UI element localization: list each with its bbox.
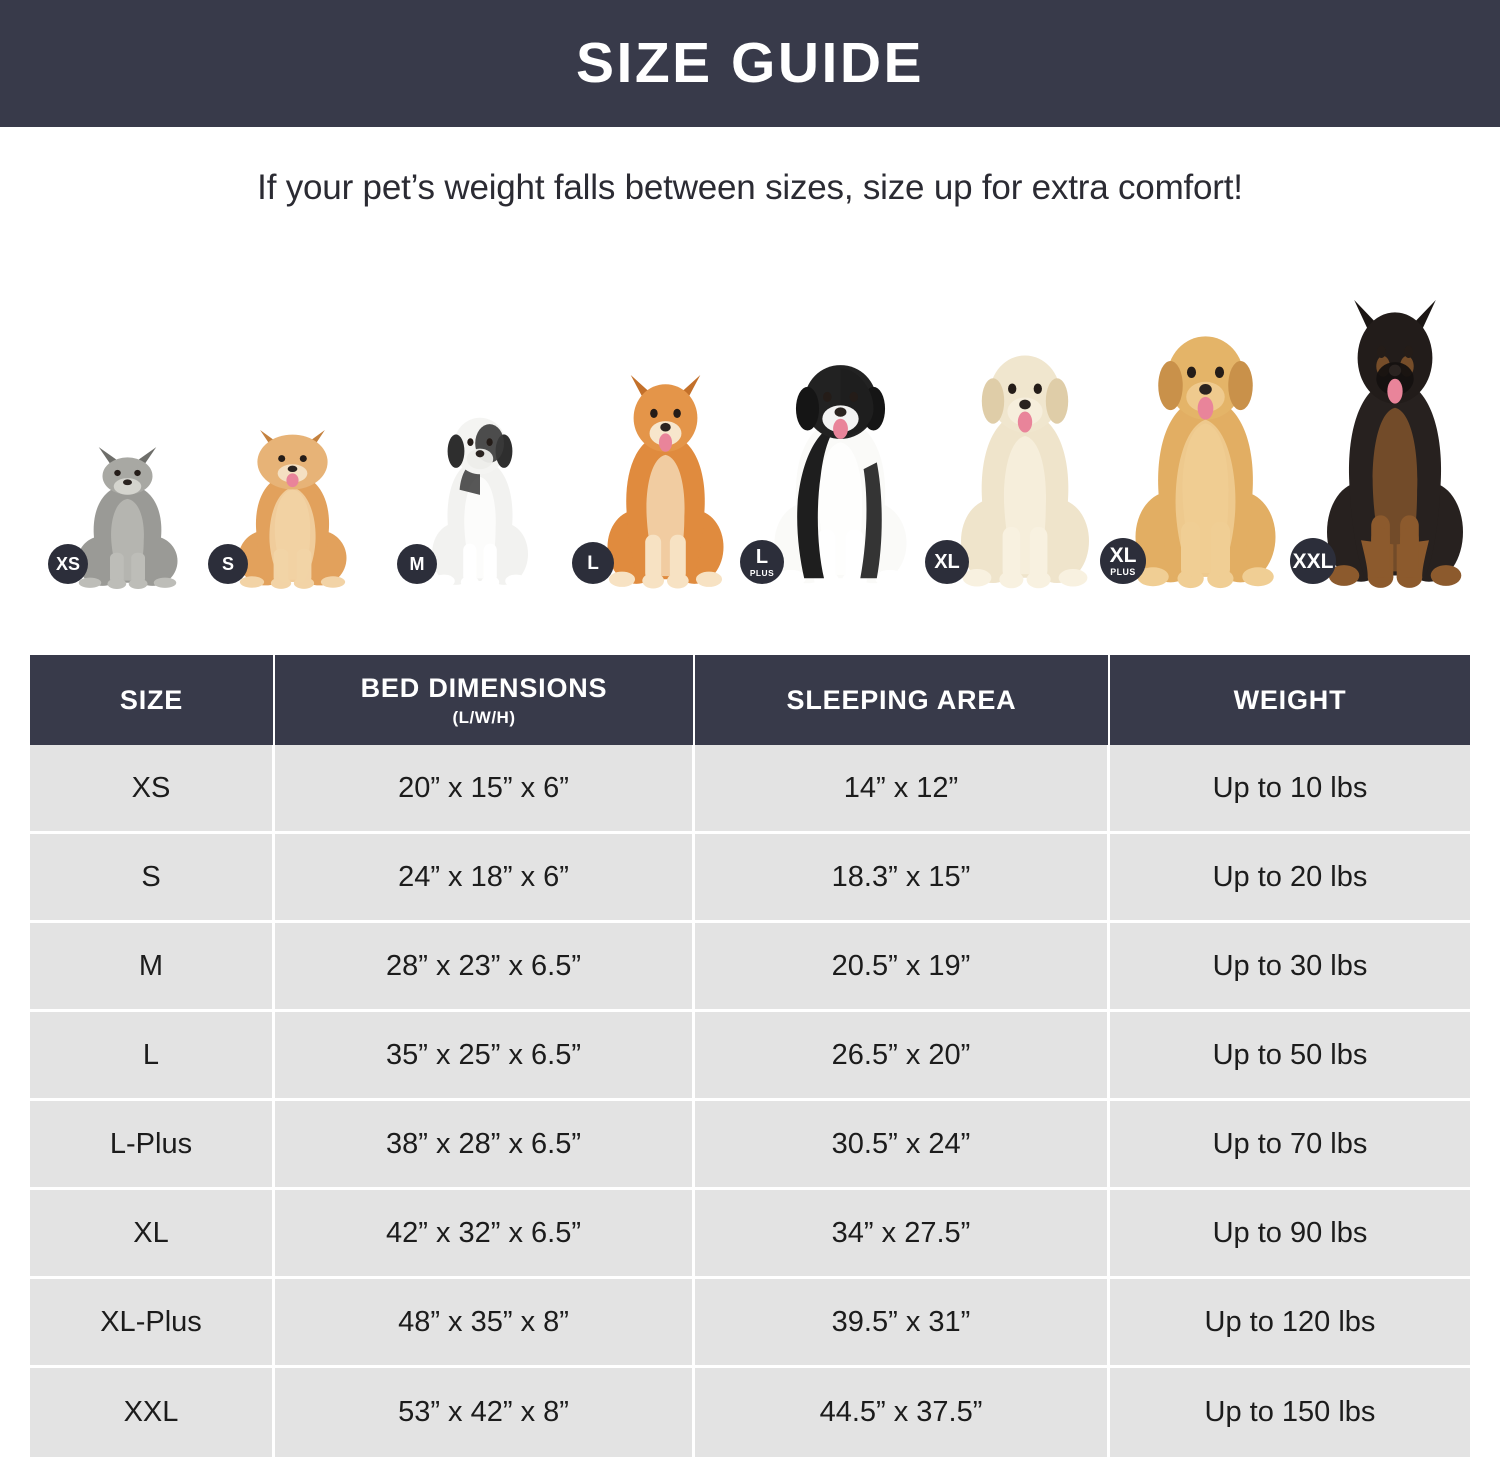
- size-badge-xs: XS: [48, 544, 88, 584]
- table-row: XS 20” x 15” x 6” 14” x 12” Up to 10 lbs: [30, 745, 1470, 834]
- subtitle-text: If your pet’s weight falls between sizes…: [257, 168, 1243, 207]
- size-badge-label: L: [587, 552, 599, 574]
- size-cell: M: [30, 923, 275, 1012]
- header-banner: SIZE GUIDE: [0, 0, 1500, 127]
- column-header-sleeping-area-label: SLEEPING AREA: [786, 684, 1017, 715]
- bed-dimensions-cell: 35” x 25” x 6.5”: [275, 1012, 695, 1101]
- table-header-row: SIZE BED DIMENSIONS (L/W/H) SLEEPING ARE…: [30, 655, 1470, 745]
- size-badge-xl: XL: [925, 540, 969, 584]
- weight-cell: Up to 120 lbs: [1110, 1279, 1470, 1368]
- table-row: L-Plus 38” x 28” x 6.5” 30.5” x 24” Up to 7…: [30, 1101, 1470, 1190]
- size-cell: S: [30, 834, 275, 923]
- size-badge-xxl: XXL: [1290, 538, 1336, 584]
- pomeranian-illustration: [225, 430, 360, 590]
- weight-cell: Up to 70 lbs: [1110, 1101, 1470, 1190]
- sleeping-area-cell: 34” x 27.5”: [695, 1190, 1110, 1279]
- sleeping-area-cell: 39.5” x 31”: [695, 1279, 1110, 1368]
- size-cell: XL-Plus: [30, 1279, 275, 1368]
- animal-slot-xs: XS: [40, 445, 215, 590]
- size-cell: XXL: [30, 1368, 275, 1457]
- bed-dimensions-cell: 42” x 32” x 6.5”: [275, 1190, 695, 1279]
- column-header-sleeping-area: SLEEPING AREA: [695, 655, 1110, 745]
- bed-dimensions-cell: 53” x 42” x 8”: [275, 1368, 695, 1457]
- column-header-size: SIZE: [30, 655, 275, 745]
- animal-slot-s: S: [200, 430, 385, 590]
- column-header-bed-dimensions-label: BED DIMENSIONS: [360, 672, 608, 703]
- shiba-inu-illustration: [593, 375, 738, 590]
- animal-slot-xl-plus: XL PLUS: [1090, 325, 1320, 590]
- french-bulldog-illustration: [420, 410, 540, 590]
- grey-cat-illustration: [65, 445, 190, 590]
- bed-dimensions-cell: 28” x 23” x 6.5”: [275, 923, 695, 1012]
- animal-size-row: XS S M L L PLUS XL XL PLUS XXL: [30, 290, 1470, 590]
- sleeping-area-cell: 30.5” x 24”: [695, 1101, 1110, 1190]
- size-badge-m: M: [397, 544, 437, 584]
- table-row: M 28” x 23” x 6.5” 20.5” x 19” Up to 30 lbs: [30, 923, 1470, 1012]
- animal-slot-m: M: [385, 410, 575, 590]
- size-badge-s: S: [208, 544, 248, 584]
- bed-dimensions-cell: 38” x 28” x 6.5”: [275, 1101, 695, 1190]
- bed-dimensions-cell: 48” x 35” x 8”: [275, 1279, 695, 1368]
- size-table: SIZE BED DIMENSIONS (L/W/H) SLEEPING ARE…: [30, 655, 1470, 1457]
- animal-slot-xxl: XXL: [1280, 300, 1500, 590]
- table-row: XL 42” x 32” x 6.5” 34” x 27.5” Up to 90 lb…: [30, 1190, 1470, 1279]
- column-header-weight-label: WEIGHT: [1233, 684, 1347, 715]
- animal-slot-l-plus: L PLUS: [730, 355, 950, 590]
- labrador-illustration: [945, 345, 1105, 590]
- size-badge-sublabel: PLUS: [749, 567, 775, 578]
- weight-cell: Up to 150 lbs: [1110, 1368, 1470, 1457]
- bed-dimensions-cell: 24” x 18” x 6”: [275, 834, 695, 923]
- sleeping-area-cell: 14” x 12”: [695, 745, 1110, 834]
- size-cell: L-Plus: [30, 1101, 275, 1190]
- size-cell: XL: [30, 1190, 275, 1279]
- table-row: S 24” x 18” x 6” 18.3” x 15” Up to 20 lbs: [30, 834, 1470, 923]
- page-title: SIZE GUIDE: [575, 31, 925, 95]
- animal-slot-l: L: [560, 375, 770, 590]
- size-badge-label: M: [409, 554, 425, 574]
- sleeping-area-cell: 26.5” x 20”: [695, 1012, 1110, 1101]
- column-header-bed-dimensions: BED DIMENSIONS (L/W/H): [275, 655, 695, 745]
- weight-cell: Up to 20 lbs: [1110, 834, 1470, 923]
- animal-slot-xl: XL: [915, 345, 1135, 590]
- weight-cell: Up to 50 lbs: [1110, 1012, 1470, 1101]
- size-badge-label: L: [755, 545, 769, 568]
- column-header-bed-dimensions-sub: (L/W/H): [452, 707, 516, 727]
- size-badge-l: L: [572, 542, 614, 584]
- table-row: XXL 53” x 42” x 8” 44.5” x 37.5” Up to 150 …: [30, 1368, 1470, 1457]
- size-badge-label: XS: [55, 554, 80, 574]
- table-row: L 35” x 25” x 6.5” 26.5” x 20” Up to 50 lbs: [30, 1012, 1470, 1101]
- sleeping-area-cell: 18.3” x 15”: [695, 834, 1110, 923]
- golden-retriever-illustration: [1118, 325, 1293, 590]
- bed-dimensions-cell: 20” x 15” x 6”: [275, 745, 695, 834]
- table-body: XS 20” x 15” x 6” 14” x 12” Up to 10 lbs S 24…: [30, 745, 1470, 1457]
- size-cell: XS: [30, 745, 275, 834]
- size-badge-label: XL: [934, 551, 960, 573]
- size-badge-label: XL: [1109, 544, 1137, 568]
- size-badge-l-plus: L PLUS: [740, 540, 784, 584]
- weight-cell: Up to 10 lbs: [1110, 745, 1470, 834]
- doberman-illustration: [1310, 300, 1480, 590]
- column-header-weight: WEIGHT: [1110, 655, 1470, 745]
- column-header-size-label: SIZE: [119, 684, 184, 715]
- size-badge-xl-plus: XL PLUS: [1100, 538, 1146, 584]
- border-collie-illustration: [758, 355, 923, 590]
- sleeping-area-cell: 44.5” x 37.5”: [695, 1368, 1110, 1457]
- size-badge-label: S: [221, 554, 234, 574]
- weight-cell: Up to 90 lbs: [1110, 1190, 1470, 1279]
- table-row: XL-Plus 48” x 35” x 8” 39.5” x 31” Up to 12…: [30, 1279, 1470, 1368]
- size-badge-sublabel: PLUS: [1110, 567, 1136, 578]
- table-head: SIZE BED DIMENSIONS (L/W/H) SLEEPING ARE…: [30, 655, 1470, 745]
- sleeping-area-cell: 20.5” x 19”: [695, 923, 1110, 1012]
- size-badge-label: XXL: [1292, 549, 1334, 573]
- size-cell: L: [30, 1012, 275, 1101]
- weight-cell: Up to 30 lbs: [1110, 923, 1470, 1012]
